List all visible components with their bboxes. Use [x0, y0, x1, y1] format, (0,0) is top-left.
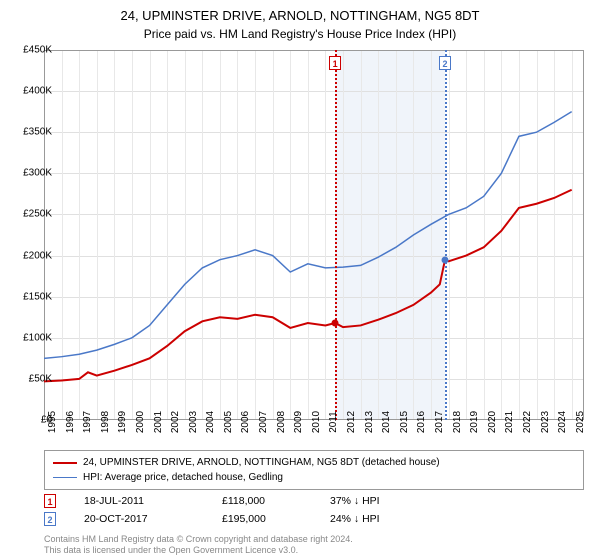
- x-axis-label: 2023: [540, 411, 551, 433]
- y-axis-label: £200K: [10, 250, 52, 261]
- events-table: 1 18-JUL-2011 £118,000 37% ↓ HPI 2 20-OC…: [44, 492, 584, 528]
- y-axis-label: £50K: [10, 373, 52, 384]
- x-axis-label: 2019: [469, 411, 480, 433]
- x-axis-label: 2001: [153, 411, 164, 433]
- legend-item: 24, UPMINSTER DRIVE, ARNOLD, NOTTINGHAM,…: [53, 455, 575, 470]
- x-axis-label: 2007: [258, 411, 269, 433]
- y-axis-label: £450K: [10, 45, 52, 56]
- chart-container: 24, UPMINSTER DRIVE, ARNOLD, NOTTINGHAM,…: [0, 0, 600, 560]
- legend: 24, UPMINSTER DRIVE, ARNOLD, NOTTINGHAM,…: [44, 450, 584, 490]
- x-axis-label: 2022: [522, 411, 533, 433]
- x-axis-label: 2009: [293, 411, 304, 433]
- x-axis-label: 2008: [276, 411, 287, 433]
- chart-lines: [44, 50, 584, 420]
- x-axis-label: 2006: [240, 411, 251, 433]
- x-axis-label: 2025: [575, 411, 586, 433]
- x-axis-label: 2011: [328, 411, 339, 433]
- x-axis-label: 2004: [205, 411, 216, 433]
- x-axis-label: 2010: [311, 411, 322, 433]
- footer-line: This data is licensed under the Open Gov…: [44, 545, 353, 556]
- event-row: 1 18-JUL-2011 £118,000 37% ↓ HPI: [44, 492, 584, 510]
- event-marker-icon: 1: [44, 494, 56, 508]
- event-pct: 37% ↓ HPI: [330, 495, 430, 507]
- chart-subtitle: Price paid vs. HM Land Registry's House …: [0, 25, 600, 45]
- x-axis-label: 2013: [364, 411, 375, 433]
- x-axis-label: 2016: [416, 411, 427, 433]
- event-marker-icon: 1: [329, 56, 341, 70]
- x-axis-label: 2021: [504, 411, 515, 433]
- x-axis-label: 2024: [557, 411, 568, 433]
- legend-swatch: [53, 462, 77, 464]
- x-axis-label: 1998: [100, 411, 111, 433]
- x-axis-label: 2015: [399, 411, 410, 433]
- x-axis-label: 2020: [487, 411, 498, 433]
- y-axis-label: £0: [10, 415, 52, 426]
- x-axis-label: 2002: [170, 411, 181, 433]
- legend-label: 24, UPMINSTER DRIVE, ARNOLD, NOTTINGHAM,…: [83, 455, 440, 470]
- x-axis-label: 2018: [452, 411, 463, 433]
- y-axis-label: £400K: [10, 86, 52, 97]
- x-axis-label: 2005: [223, 411, 234, 433]
- y-axis-label: £250K: [10, 209, 52, 220]
- event-marker-icon: 2: [439, 56, 451, 70]
- x-axis-label: 1997: [82, 411, 93, 433]
- y-axis-label: £350K: [10, 127, 52, 138]
- event-marker-icon: 2: [44, 512, 56, 526]
- x-axis-label: 1996: [65, 411, 76, 433]
- legend-swatch: [53, 477, 77, 479]
- event-row: 2 20-OCT-2017 £195,000 24% ↓ HPI: [44, 510, 584, 528]
- x-axis-label: 2003: [188, 411, 199, 433]
- x-axis-label: 2017: [434, 411, 445, 433]
- y-axis-label: £100K: [10, 332, 52, 343]
- event-pct: 24% ↓ HPI: [330, 513, 430, 525]
- x-axis-label: 1995: [47, 411, 58, 433]
- event-price: £195,000: [222, 513, 302, 525]
- x-axis-label: 2014: [381, 411, 392, 433]
- y-axis-label: £150K: [10, 291, 52, 302]
- x-axis-label: 1999: [117, 411, 128, 433]
- x-axis-label: 2000: [135, 411, 146, 433]
- footer-attribution: Contains HM Land Registry data © Crown c…: [44, 534, 353, 557]
- footer-line: Contains HM Land Registry data © Crown c…: [44, 534, 353, 545]
- x-axis-label: 2012: [346, 411, 357, 433]
- legend-item: HPI: Average price, detached house, Gedl…: [53, 470, 575, 485]
- chart-title: 24, UPMINSTER DRIVE, ARNOLD, NOTTINGHAM,…: [0, 0, 600, 25]
- legend-label: HPI: Average price, detached house, Gedl…: [83, 470, 283, 485]
- event-date: 18-JUL-2011: [84, 495, 194, 507]
- event-date: 20-OCT-2017: [84, 513, 194, 525]
- y-axis-label: £300K: [10, 168, 52, 179]
- event-price: £118,000: [222, 495, 302, 507]
